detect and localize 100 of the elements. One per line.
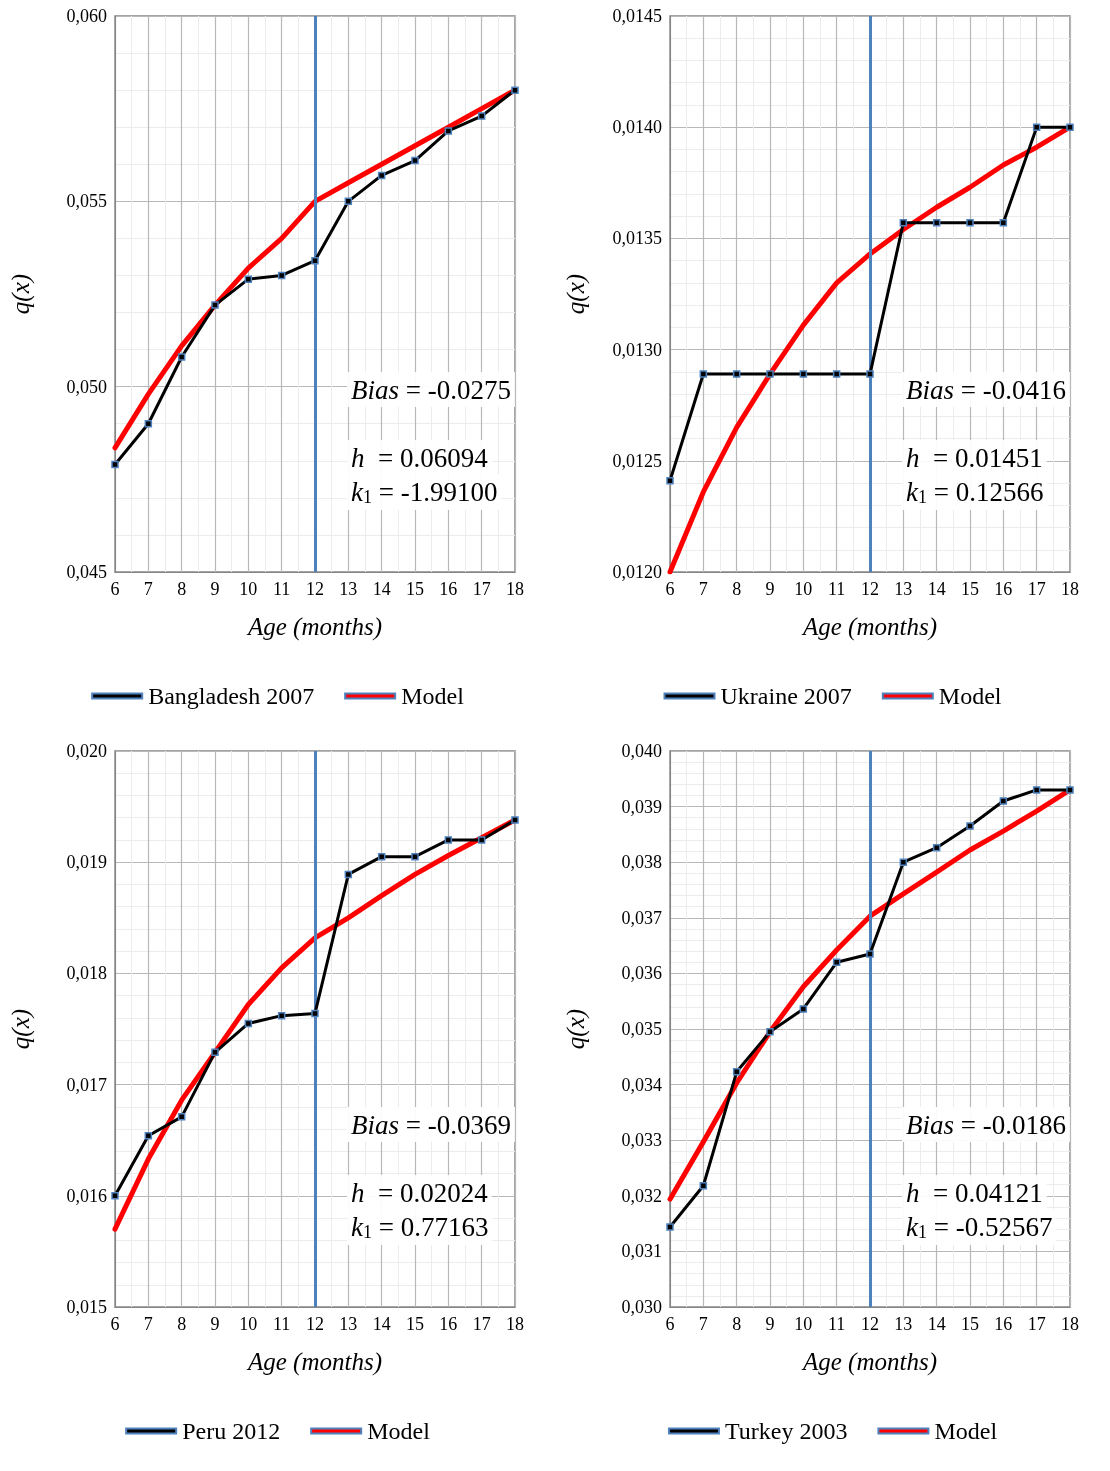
x-tick-label: 14 [372,1314,391,1334]
point [999,797,1008,805]
y-tick-label: 0,020 [66,741,107,761]
x-tick-label: 16 [994,579,1013,599]
x-axis-title: Age (months) [246,1348,382,1376]
x-tick-label: 13 [894,1314,913,1334]
y-axis-title: q(x) [7,1008,35,1050]
x-axis-title: Age (months) [246,613,382,641]
y-tick-label: 0,033 [621,1130,662,1151]
y-tick-label: 0,0135 [612,228,662,249]
x-axis-title: Age (months) [801,613,937,641]
legend-label: Model [934,1418,998,1444]
point [966,822,974,830]
point [211,1048,219,1057]
y-tick-label: 0,045 [66,562,107,582]
y-tick-label: 0,030 [621,1297,662,1317]
point [1066,786,1074,794]
legend-label: Model [938,683,1002,709]
point [211,301,219,309]
y-tick-label: 0,032 [621,1185,662,1206]
point [766,370,774,378]
legend-label: Ukraine 2007 [720,683,852,709]
annotation: k1 = -0.52567 [906,1212,1053,1242]
x-tick-label: 6 [110,579,120,599]
y-tick-label: 0,0130 [612,339,662,360]
y-tick-label: 0,035 [621,1019,662,1039]
x-tick-label: 11 [272,1314,291,1334]
point [666,1223,674,1231]
x-tick-label: 18 [506,1314,524,1334]
annotation: h = 0.02024 [351,1177,489,1208]
annotation: Bias = -0.0275 [351,374,511,405]
point [932,843,941,852]
x-tick-label: 8 [732,1314,742,1334]
x-tick-label: 15 [406,1314,424,1334]
x-tick-label: 10 [794,579,813,599]
point [1066,123,1074,131]
x-tick-label: 11 [827,1314,846,1334]
y-tick-label: 0,016 [66,1185,107,1206]
x-tick-label: 10 [794,1314,813,1334]
y-tick-label: 0,0140 [612,117,662,138]
point [832,958,841,967]
point [244,1019,253,1028]
point [177,353,186,361]
x-tick-label: 9 [765,579,775,599]
x-tick-label: 9 [210,579,220,599]
point [177,1113,186,1121]
x-tick-label: 6 [110,1314,120,1334]
y-tick-label: 0,017 [66,1074,107,1095]
point [699,1182,708,1190]
y-tick-label: 0,0145 [612,6,662,26]
point [377,171,386,180]
point [1032,786,1041,794]
x-tick-label: 14 [927,1314,946,1334]
point [799,1005,808,1013]
y-tick-label: 0,036 [621,963,662,984]
annotation: h = 0.06094 [351,442,489,473]
x-tick-label: 8 [732,579,742,599]
annotation: h = 0.01451 [906,442,1043,473]
point [866,950,874,958]
point [477,112,486,120]
x-tick-label: 15 [961,579,979,599]
annotation: k1 = 0.12566 [906,477,1044,507]
x-tick-label: 17 [472,1314,491,1334]
point [344,197,353,206]
point [999,219,1008,227]
point [377,852,386,861]
x-tick-label: 15 [406,579,424,599]
x-tick-label: 7 [143,1314,153,1334]
x-tick-label: 17 [472,579,491,599]
legend-label: Turkey 2003 [724,1418,848,1444]
annotation: k1 = 0.77163 [351,1212,489,1242]
point [732,1068,741,1076]
y-tick-label: 0,040 [621,741,662,761]
legend-label: Model [401,683,465,709]
point [699,370,708,378]
annotation: Bias = -0.0416 [906,374,1066,405]
x-tick-label: 18 [506,579,524,599]
x-tick-label: 7 [698,579,708,599]
y-tick-label: 0,055 [66,191,107,212]
point [277,271,286,280]
point [311,256,319,265]
x-tick-label: 9 [765,1314,775,1334]
point [111,460,119,469]
x-tick-label: 7 [143,579,153,599]
y-tick-label: 0,031 [621,1241,662,1262]
x-tick-label: 17 [1027,1314,1046,1334]
point [111,1192,119,1200]
point [511,816,519,824]
x-tick-label: 13 [894,579,913,599]
point [511,86,519,94]
y-tick-label: 0,038 [621,852,662,873]
point [411,156,419,165]
point [344,870,353,879]
x-tick-label: 15 [961,1314,979,1334]
y-tick-label: 0,015 [66,1297,107,1317]
point [144,1132,153,1140]
x-tick-label: 8 [177,579,187,599]
y-tick-label: 0,050 [66,376,107,397]
point [899,858,908,866]
point [244,275,253,283]
